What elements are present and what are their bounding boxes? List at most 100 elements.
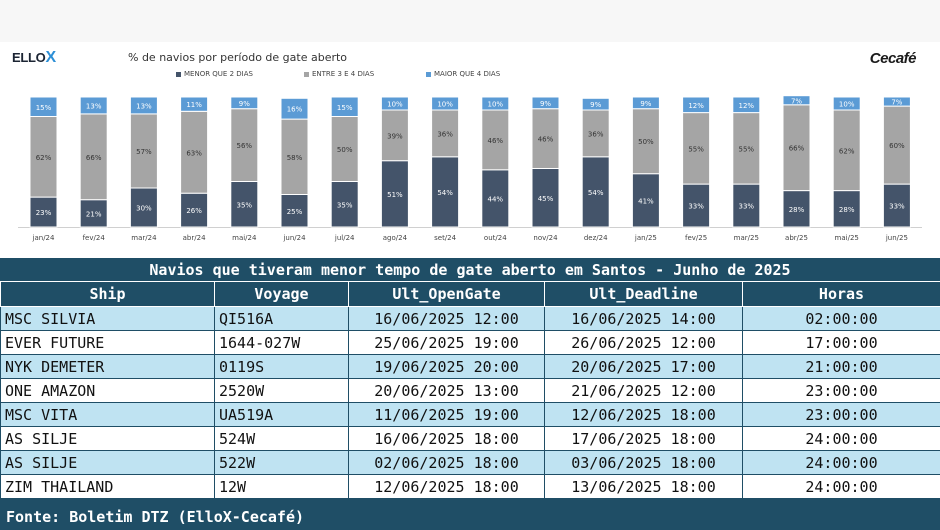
deadline-cell: 16/06/2025 14:00 bbox=[544, 306, 743, 331]
data-label: 41% bbox=[638, 197, 654, 205]
opengate-cell: 20/06/2025 13:00 bbox=[348, 378, 545, 403]
x-tick-label: ago/24 bbox=[383, 234, 408, 242]
opengate-cell: 02/06/2025 18:00 bbox=[348, 450, 545, 475]
x-tick-label: out/24 bbox=[484, 234, 507, 242]
ships-table-panel: Navios que tiveram menor tempo de gate a… bbox=[0, 256, 940, 530]
stacked-bar-chart: 23% 62% 15% jan/24 21% 66% 13% fev/24 30% 57% 13% m… bbox=[18, 95, 922, 242]
data-label: 60% bbox=[889, 142, 905, 150]
bar-segment bbox=[380, 160, 409, 228]
x-tick-label: jul/24 bbox=[334, 234, 355, 242]
ship-cell: NYK DEMETER bbox=[0, 354, 215, 379]
bar-segment bbox=[732, 96, 761, 114]
data-label: 35% bbox=[337, 201, 353, 209]
bar-segment bbox=[230, 96, 259, 110]
bar-segment bbox=[782, 190, 811, 228]
data-label: 7% bbox=[891, 99, 902, 107]
voyage-cell: 524W bbox=[214, 426, 349, 451]
x-tick-label: jan/24 bbox=[32, 234, 55, 242]
chart-title: % de navios por período de gate aberto bbox=[128, 51, 348, 64]
x-tick-label: mai/25 bbox=[835, 234, 859, 242]
bar-segment bbox=[330, 116, 359, 182]
data-label: 10% bbox=[387, 101, 403, 109]
data-label: 46% bbox=[538, 136, 554, 144]
data-label: 15% bbox=[337, 104, 353, 112]
bar-segment bbox=[29, 116, 58, 198]
horas-cell: 02:00:00 bbox=[742, 306, 940, 331]
column-header-ship: Ship bbox=[0, 281, 215, 307]
data-label: 44% bbox=[488, 195, 504, 203]
voyage-cell: 12W bbox=[214, 474, 349, 499]
column-header-voyage: Voyage bbox=[214, 281, 349, 307]
data-label: 28% bbox=[789, 206, 805, 214]
bar-segment bbox=[380, 109, 409, 162]
data-label: 21% bbox=[86, 210, 102, 218]
opengate-cell: 11/06/2025 19:00 bbox=[348, 402, 545, 427]
bar-segment bbox=[431, 109, 460, 158]
ship-cell: EVER FUTURE bbox=[0, 330, 215, 355]
data-label: 12% bbox=[688, 102, 704, 110]
data-label: 50% bbox=[638, 138, 654, 146]
data-label: 13% bbox=[136, 102, 152, 110]
x-tick-label: mar/25 bbox=[734, 234, 759, 242]
bar-segment bbox=[180, 96, 209, 112]
bar-segment bbox=[180, 110, 209, 194]
data-label: 9% bbox=[239, 100, 250, 108]
table-row: AS SILJE 524W 16/06/2025 18:00 17/06/2025 1… bbox=[0, 426, 940, 451]
x-tick-label: set/24 bbox=[434, 234, 457, 242]
data-label: 66% bbox=[789, 145, 805, 153]
opengate-cell: 19/06/2025 20:00 bbox=[348, 354, 545, 379]
bar-segment bbox=[581, 109, 610, 158]
data-label: 10% bbox=[437, 101, 453, 109]
bar-segment bbox=[581, 156, 610, 228]
legend-item: MAIOR QUE 4 DIAS bbox=[426, 70, 500, 78]
bar-segment bbox=[882, 183, 911, 228]
opengate-cell: 16/06/2025 12:00 bbox=[348, 306, 545, 331]
bar-segment bbox=[280, 97, 309, 120]
bar-segment bbox=[79, 96, 108, 115]
data-label: 51% bbox=[387, 191, 403, 199]
ship-cell: ZIM THAILAND bbox=[0, 474, 215, 499]
ships-table: Ship Voyage Ult_OpenGate Ult_Deadline Ho… bbox=[0, 281, 940, 499]
ship-cell: ONE AMAZON bbox=[0, 378, 215, 403]
data-label: 45% bbox=[538, 195, 554, 203]
data-label: 12% bbox=[739, 102, 755, 110]
ship-cell: AS SILJE bbox=[0, 450, 215, 475]
data-label: 55% bbox=[739, 145, 755, 153]
opengate-cell: 12/06/2025 18:00 bbox=[348, 474, 545, 499]
deadline-cell: 21/06/2025 12:00 bbox=[544, 378, 743, 403]
horas-cell: 24:00:00 bbox=[742, 450, 940, 475]
legend-item: ENTRE 3 E 4 DIAS bbox=[304, 70, 374, 78]
deadline-cell: 03/06/2025 18:00 bbox=[544, 450, 743, 475]
bar-segment bbox=[129, 113, 158, 189]
x-tick-label: nov/24 bbox=[533, 234, 558, 242]
table-title: Navios que tiveram menor tempo de gate a… bbox=[0, 256, 940, 281]
horas-cell: 24:00:00 bbox=[742, 474, 940, 499]
voyage-cell: 1644-027W bbox=[214, 330, 349, 355]
horas-cell: 23:00:00 bbox=[742, 378, 940, 403]
data-label: 10% bbox=[839, 101, 855, 109]
data-label: 35% bbox=[237, 201, 253, 209]
legend-item: MENOR QUE 2 DIAS bbox=[176, 70, 253, 78]
opengate-cell: 16/06/2025 18:00 bbox=[348, 426, 545, 451]
data-label: 54% bbox=[437, 189, 453, 197]
data-label: 33% bbox=[739, 203, 755, 211]
bar-segment bbox=[682, 183, 711, 228]
column-header-horas: Horas bbox=[742, 281, 940, 307]
x-tick-label: jun/24 bbox=[282, 234, 306, 242]
bar-segment bbox=[531, 168, 560, 228]
data-label: 55% bbox=[688, 145, 704, 153]
data-label: 33% bbox=[889, 203, 905, 211]
data-label: 25% bbox=[287, 208, 303, 216]
bar-segment bbox=[882, 96, 911, 107]
bar-segment bbox=[230, 181, 259, 228]
bar-segment bbox=[481, 109, 510, 171]
voyage-cell: UA519A bbox=[214, 402, 349, 427]
data-label: 33% bbox=[688, 203, 704, 211]
bar-segment bbox=[431, 156, 460, 228]
ellox-logo: ELLOX bbox=[12, 49, 56, 67]
data-label: 26% bbox=[186, 207, 202, 215]
x-tick-label: mai/24 bbox=[232, 234, 257, 242]
data-label: 9% bbox=[640, 100, 651, 108]
data-label: 50% bbox=[337, 146, 353, 154]
bar-segment bbox=[581, 97, 610, 111]
